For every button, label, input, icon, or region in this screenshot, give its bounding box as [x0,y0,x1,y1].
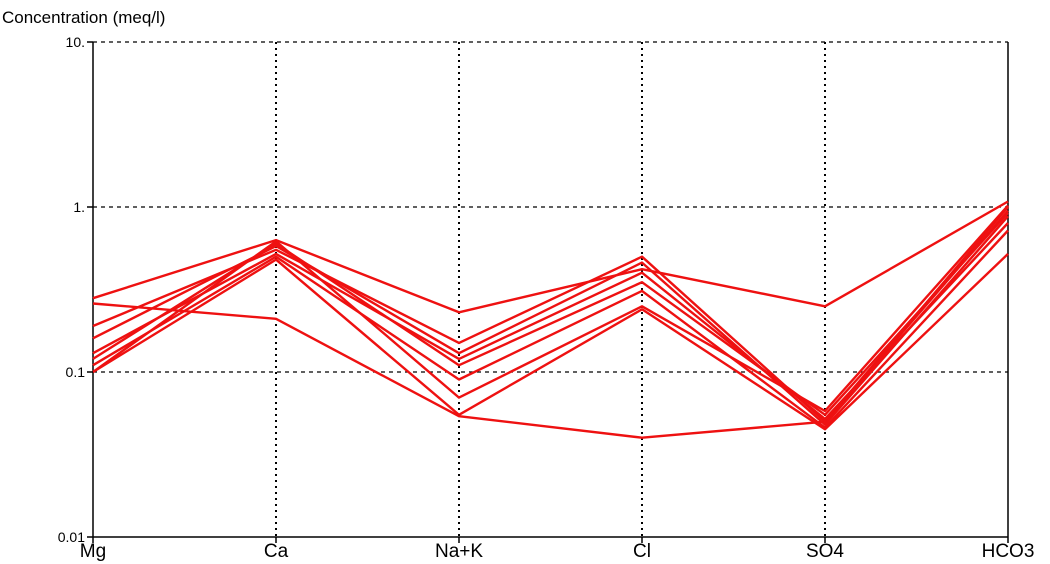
series-line-4 [92,215,1009,426]
x-tick-label: Ca [264,541,289,562]
x-tick-label: Cl [633,541,651,562]
x-tick-label: Na+K [435,541,483,562]
series-line-8 [92,204,1009,413]
series-line-2 [92,206,1009,439]
y-tick-label: 10. [66,34,85,50]
x-axis-ticks: Mg Ca Na+K Cl SO4 HCO3 [80,537,1035,562]
y-axis-label: Concentration (meq/l) [2,8,165,27]
y-tick-label: 1. [73,199,85,215]
x-tick-label: Mg [80,541,106,562]
series-line-5 [92,222,1009,421]
series-line-9 [92,253,1009,431]
x-tick-label: SO4 [806,541,844,562]
series-line-7 [92,229,1009,429]
y-tick-label: 0.1 [66,364,86,380]
series-line-1 [92,200,1009,314]
plot-frame [92,41,1009,538]
x-tick-label: HCO3 [982,541,1035,562]
grid [93,42,1008,537]
y-tick-label: 0.01 [58,529,85,545]
y-axis-ticks: 0.01 0.1 1. 10. [58,34,93,545]
series-lines [92,200,1009,439]
